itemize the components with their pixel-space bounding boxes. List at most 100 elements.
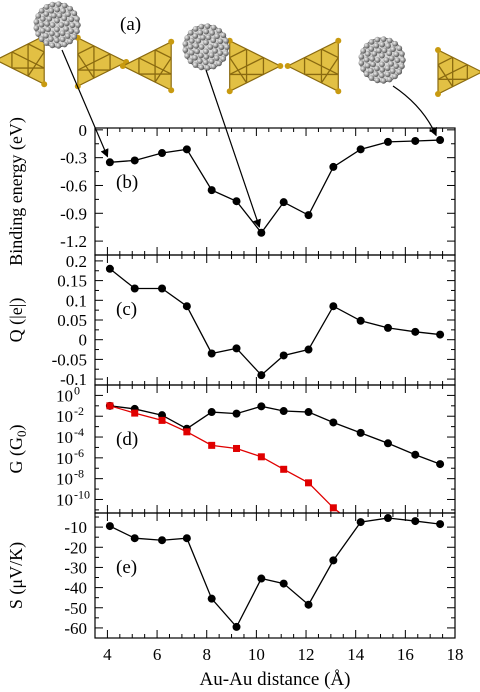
gold-cluster-icon [284,37,342,95]
c60-fullerene-icon [33,1,81,49]
y-tick-label: 0 [79,331,88,350]
data-point [383,439,392,448]
data-point [356,428,365,437]
y-tick-exponent: -8 [74,467,84,481]
data-point [207,408,216,417]
y-tick-exponent: -4 [74,425,84,439]
data-point [183,428,191,436]
panel-label: (e) [116,557,137,578]
data-point [232,409,241,418]
data-point [131,409,139,417]
data-point [304,211,313,220]
data-point [232,622,241,631]
panel-label: (c) [116,299,137,320]
y-axis-label: G (G0) [6,425,29,474]
data-point [257,402,266,411]
y-tick-label: 10 [56,428,73,447]
data-point [329,504,337,512]
plot-frame [94,254,456,386]
data-point [329,418,338,427]
y-tick-label: -1.2 [60,232,87,251]
y-tick-label: 0.15 [57,272,87,291]
y-tick-label: -0.1 [60,370,87,389]
x-tick-label: 6 [153,645,162,664]
illustration-label: (a) [120,14,141,35]
data-point [329,302,338,311]
plot-frame [94,512,456,639]
y-tick-label: 10 [56,386,73,405]
data-point [257,228,266,237]
c60-fullerene-icon [182,23,230,71]
gold-cluster-icon [74,34,130,90]
data-point [158,416,166,424]
data-point [257,574,266,583]
data-point [106,402,114,410]
panel-1: 0 -0.3 -0.6 -0.9 -1.2 Binding energy (eV) (b) [6,117,456,266]
data-point [383,137,392,146]
x-tick-label: 12 [298,645,315,664]
pointer-arrow [61,49,109,158]
data-point [280,465,288,473]
data-point [383,514,392,523]
data-point [207,594,216,603]
y-tick-label: 10 [56,407,73,426]
pointer-arrow [392,85,437,137]
data-point [411,136,420,145]
y-tick-label: -20 [64,538,87,557]
data-point [436,520,445,529]
data-point [208,441,216,449]
series-line [109,405,441,465]
data-point [356,518,365,527]
series-line [109,517,441,629]
data-point [232,197,241,206]
series-line [109,268,441,377]
x-tick-label: 18 [447,645,464,664]
y-tick-label: 0.1 [66,291,87,310]
series-line [109,405,341,513]
y-tick-exponent: -2 [74,404,84,418]
data-point [304,345,313,354]
y-tick-exponent: -6 [74,446,84,460]
x-axis-label: Au-Au distance (Å) [200,669,351,690]
y-tick-label: -50 [64,599,87,618]
c60-fullerene-icon [358,36,406,84]
data-point [411,327,420,336]
y-tick-label: -60 [64,619,87,638]
data-point [304,600,313,609]
y-tick-exponent: 0 [74,383,80,397]
y-axis-label: Binding energy (eV) [6,117,27,266]
gold-cluster-icon [119,38,175,94]
data-point [130,156,139,165]
y-axis-label: S (μV/K) [6,542,27,609]
data-point [304,408,313,417]
data-point [383,323,392,332]
y-tick-label: -10 [64,518,87,537]
data-point [279,579,288,588]
data-point [182,302,191,311]
x-tick-label: 14 [347,645,365,664]
gold-cluster-icon [226,37,284,95]
panel-label: (d) [116,429,138,450]
data-point [436,460,445,469]
data-point [356,145,365,154]
data-point [158,536,167,545]
panel-label: (b) [116,172,138,193]
y-tick-exponent: -10 [74,487,90,501]
y-tick-label: 0 [79,121,88,140]
x-tick-label: 4 [103,645,112,664]
data-point [207,186,216,195]
data-point [105,158,114,167]
data-point [130,534,139,543]
data-point [356,316,365,325]
data-point [130,284,139,293]
data-point [305,479,313,487]
panel-4: -10-20-30 -40-50-60 S (μV/K) (e) 4 6 8 10 12 14 16… [6,512,464,690]
x-tick-label: 8 [202,645,211,664]
y-tick-label: 10 [56,490,73,509]
x-tick-label: 10 [248,645,265,664]
data-point [158,149,167,158]
y-tick-label: -0.9 [60,204,87,223]
data-point [279,198,288,207]
